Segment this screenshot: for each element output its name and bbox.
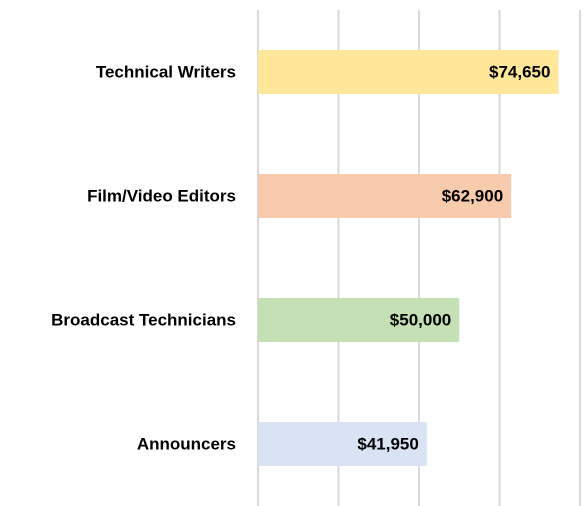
category-label: Announcers [137,434,236,453]
category-label: Technical Writers [96,62,236,81]
category-label: Broadcast Technicians [51,310,236,329]
value-label: $50,000 [390,310,451,329]
bar [258,422,427,466]
value-label: $41,950 [357,434,418,453]
value-label: $62,900 [442,186,503,205]
bar [258,50,559,94]
bar [258,174,512,218]
bar [258,298,460,342]
category-label: Film/Video Editors [87,186,236,205]
value-label: $74,650 [489,62,550,81]
